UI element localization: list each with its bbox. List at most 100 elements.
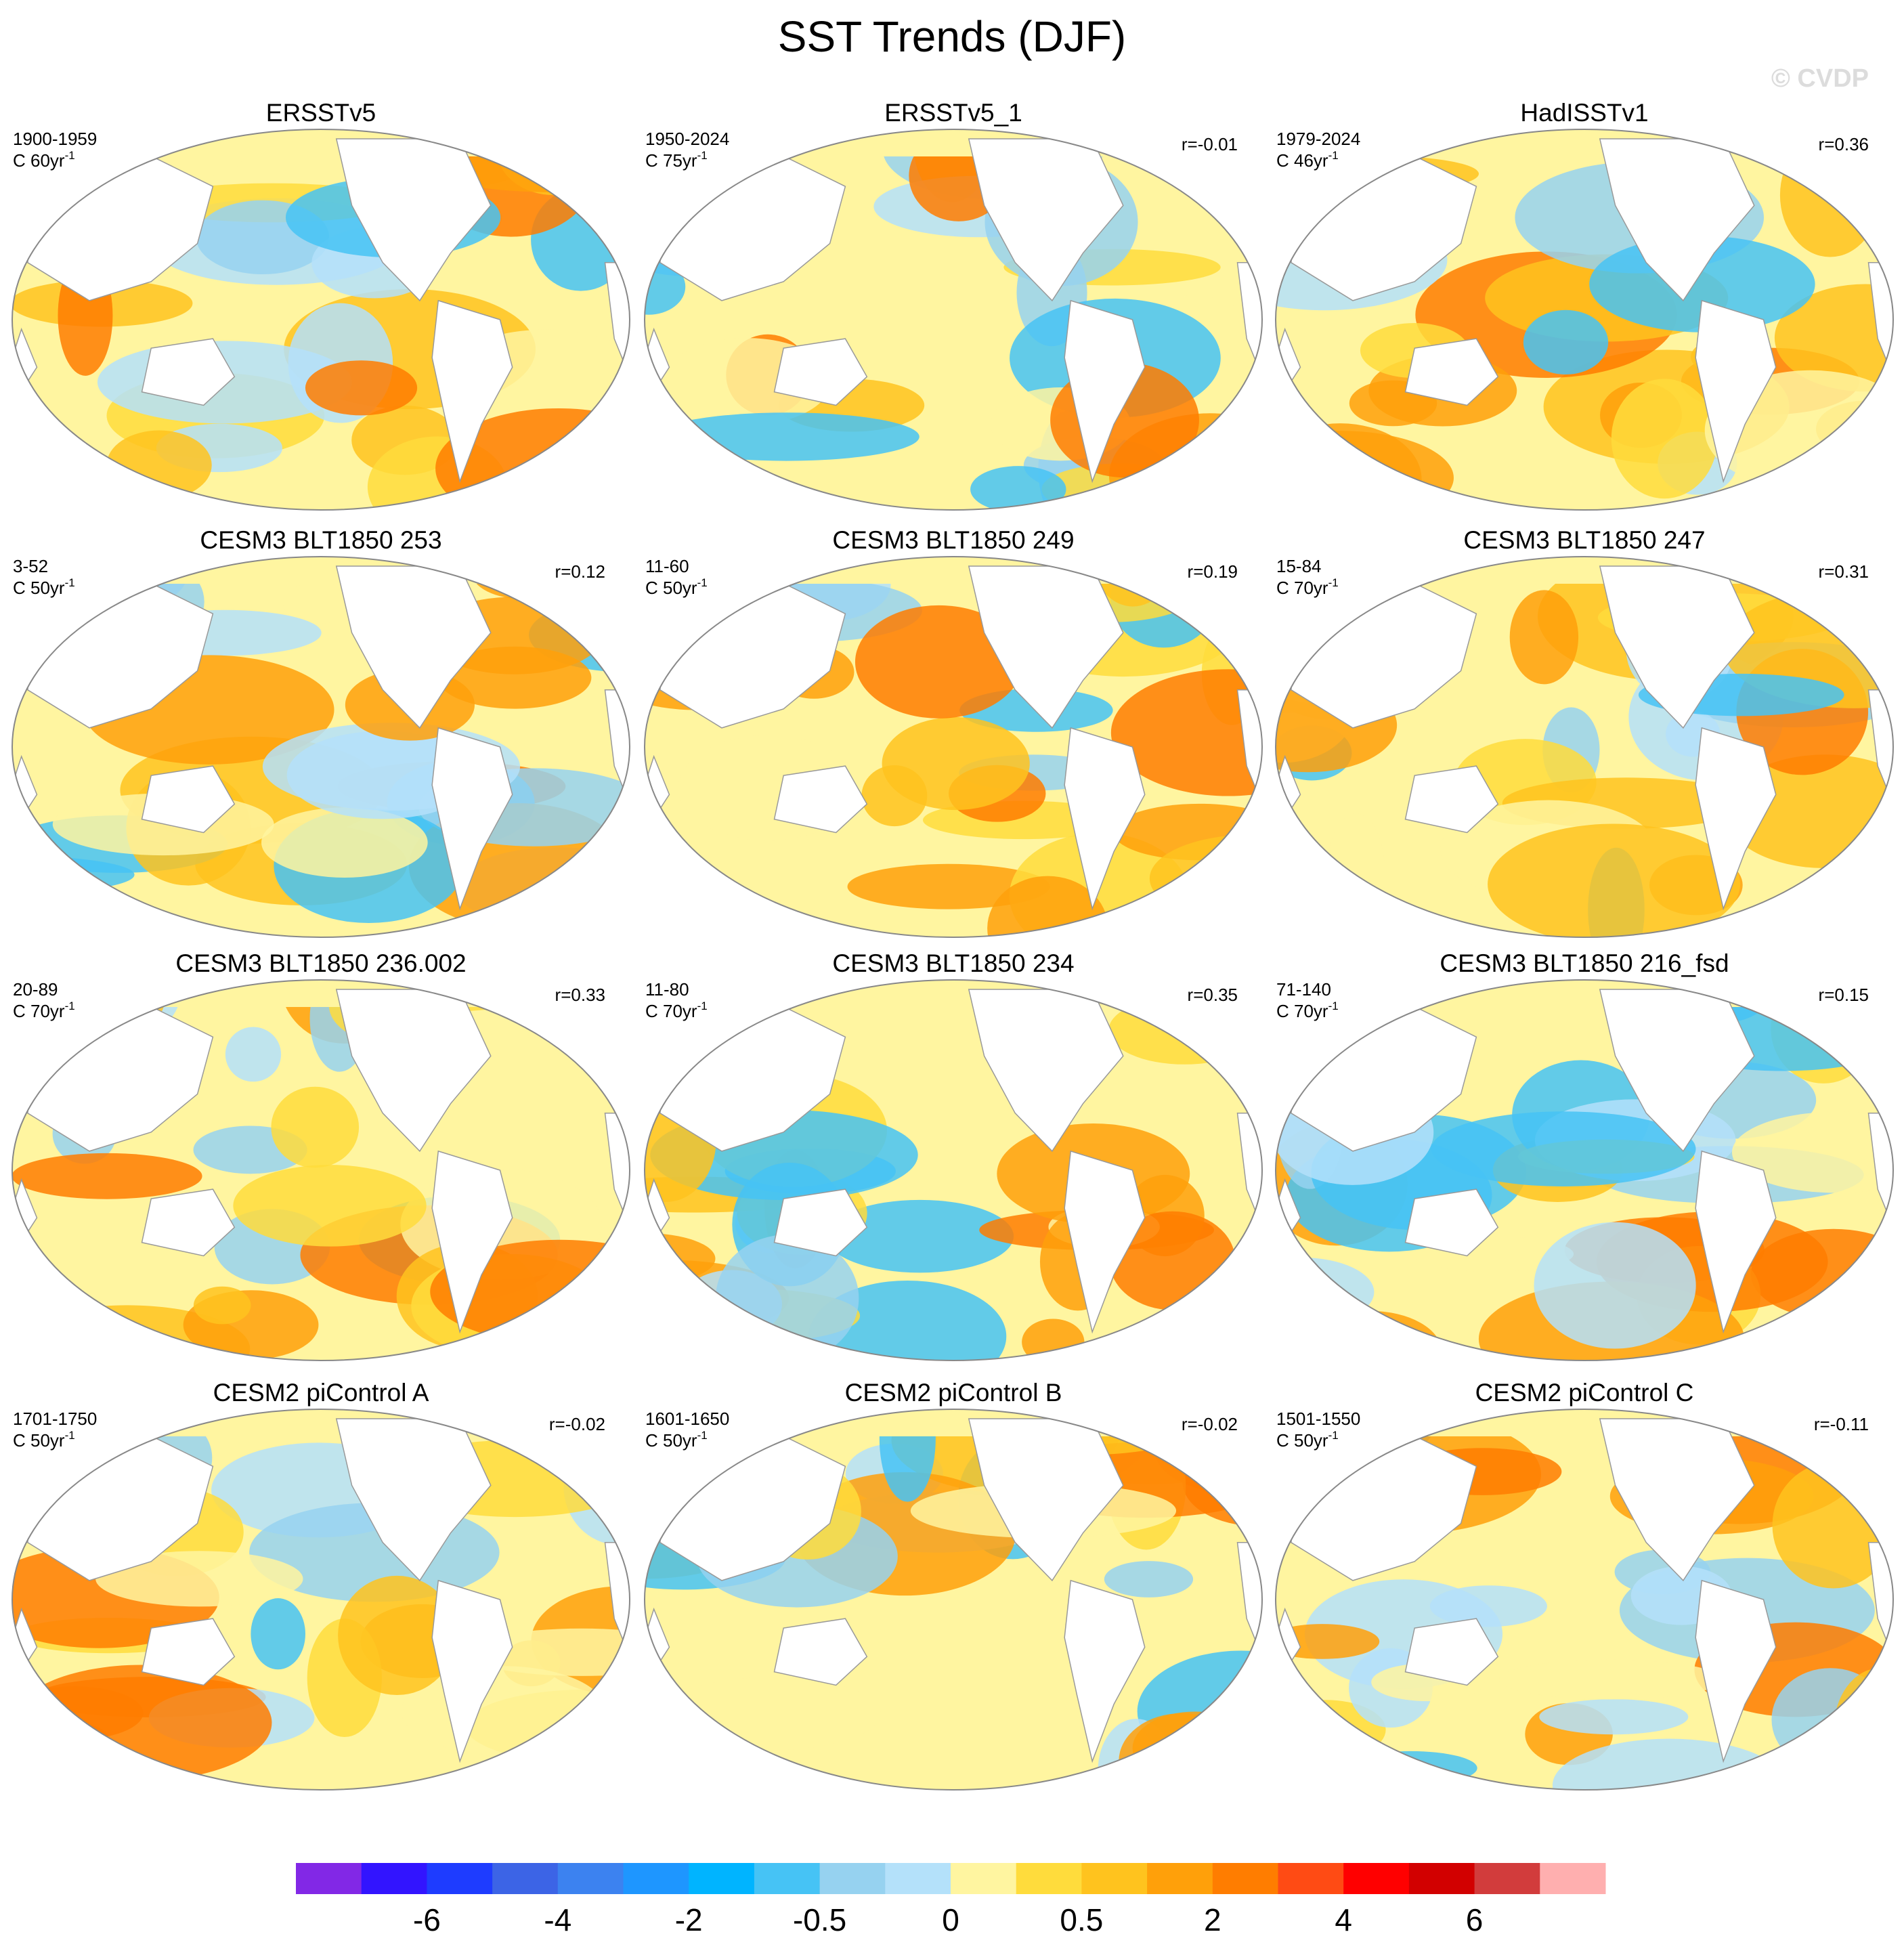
field-blob [1611,379,1718,499]
field-blob [861,765,928,827]
units-sup: -1 [1328,1000,1339,1012]
panel-title: HadISSTv1 [1520,99,1648,127]
colorbar-box [689,1863,755,1894]
map-field [645,129,1262,510]
units-base: C 70yr [1276,1001,1328,1021]
field-blob [808,1280,1007,1360]
land [141,1618,236,1686]
polar-band [1276,980,1893,1007]
r-label: r=0.15 [1819,985,1869,1005]
map-field [12,129,630,510]
map-outline [1275,979,1894,1361]
field-blob [879,1409,936,1502]
period-label: 1900-1959 [13,129,97,149]
field-blob [589,1029,630,1085]
land [431,727,513,911]
land [1064,1579,1146,1763]
field-blob [271,1086,360,1168]
units-base: C 75yr [645,150,697,171]
units-sup: -1 [697,1429,708,1442]
land [1695,1579,1777,1763]
period-label: 1601-1650 [645,1409,729,1429]
land [1695,1150,1777,1334]
field-blob [1539,1699,1689,1735]
panel-title: CESM3 BLT1850 247 [1463,526,1705,554]
polar-band [1276,1409,1893,1436]
r-label: r=-0.11 [1814,1414,1869,1434]
field-blob [12,1665,272,1781]
polar-band [12,980,630,1007]
land [1695,299,1777,484]
units-base: C 50yr [645,1430,697,1451]
field-blob [1022,1318,1085,1360]
field-blob [1771,1668,1890,1771]
r-label: r=0.33 [555,985,605,1005]
field-blob [653,412,919,461]
panel-title: CESM3 BLT1850 234 [832,949,1074,977]
r-label: r=0.35 [1188,985,1238,1005]
period-label: 1501-1550 [1276,1409,1360,1429]
panel-title: ERSSTv5_1 [884,99,1022,127]
period-label: 11-80 [645,979,689,1000]
units-label: C 75yr-1 [645,149,708,171]
land [141,765,236,834]
colorbar-label: -2 [675,1902,703,1937]
units-sup: -1 [1328,1429,1339,1442]
land [141,1188,236,1257]
map-field [12,557,630,937]
colorbar-box [623,1863,689,1894]
polar-band [12,557,630,584]
polar-band [12,129,630,156]
field-blob [1774,284,1893,392]
field-blob [970,466,1066,510]
field-blob [1108,996,1261,1065]
field-blob [1523,309,1609,375]
field-blob [251,1598,305,1670]
map-outline [12,556,630,938]
r-label: r=0.19 [1188,561,1238,582]
field-blob [1326,813,1385,934]
units-label: C 50yr-1 [13,1429,75,1451]
map-panel: CESM3 BLT1850 236.002 20-89C 70yr-1 r=0.33 [12,949,630,1361]
units-sup: -1 [697,576,708,589]
units-base: C 70yr [13,1001,65,1021]
map-outline [644,1409,1263,1791]
land [1404,1618,1499,1686]
map-field [12,1409,630,1790]
land [1404,338,1499,406]
field-blob [1149,834,1262,922]
colorbar-box [1212,1863,1278,1894]
polar-band [1276,129,1893,156]
land [141,338,236,406]
colorbar-box [557,1863,624,1894]
field-blob [193,1286,251,1325]
map-outline [12,979,630,1361]
land [1064,727,1146,911]
land [431,1579,513,1763]
map-panel: CESM3 BLT1850 249 11-60C 50yr-1 r=0.19 [644,526,1263,938]
units-label: C 50yr-1 [645,576,708,598]
units-label: C 46yr-1 [1276,149,1339,171]
units-sup: -1 [1328,576,1339,589]
colorbar-label: 0.5 [1060,1902,1103,1937]
r-label: r=-0.02 [1182,1414,1238,1434]
colorbar-box [1474,1863,1540,1894]
colorbar: -6 -4 -2 -0.5 0 0.5 2 4 6 [296,1863,1606,1937]
field-blob [1104,1561,1194,1598]
period-label: 1979-2024 [1276,129,1360,149]
period-label: 20-89 [13,979,58,1000]
units-base: C 46yr [1276,150,1328,171]
colorbar-box [1278,1863,1344,1894]
panel-title: CESM2 piControl C [1475,1379,1694,1407]
units-sup: -1 [1328,149,1339,162]
land [1404,1188,1499,1257]
map-outline [644,556,1263,938]
panel-title: CESM2 piControl A [213,1379,429,1407]
colorbar-box [1343,1863,1410,1894]
